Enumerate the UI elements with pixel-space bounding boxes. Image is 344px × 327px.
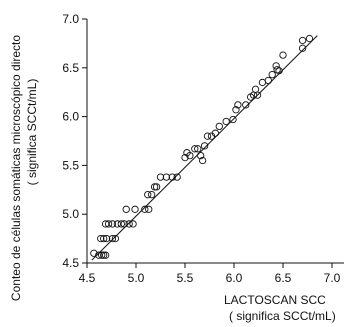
regression-line <box>91 35 318 261</box>
data-point <box>215 122 223 131</box>
data-point <box>111 234 120 243</box>
data-point <box>194 145 202 153</box>
data-point <box>101 220 110 228</box>
y-ticks: 4.5 5.0 5.5 6.0 6.5 7.0 <box>62 12 87 270</box>
data-point <box>98 251 106 259</box>
data-point <box>125 220 133 228</box>
y-tick-label: 6.0 <box>62 110 79 124</box>
y-tick-label: 5.0 <box>62 207 79 221</box>
data-point <box>152 183 161 191</box>
data-point <box>108 234 117 243</box>
data-point <box>251 85 260 93</box>
data-point <box>148 191 156 199</box>
data-point <box>232 106 240 114</box>
x-tick-label: 5.0 <box>128 271 145 285</box>
x-tick-label: 4.5 <box>79 271 96 285</box>
data-point <box>122 205 130 213</box>
y-tick-label: 4.5 <box>62 256 79 270</box>
data-point <box>120 220 128 228</box>
data-point <box>198 156 207 165</box>
data-point <box>95 251 103 259</box>
y-axis-subtitle: ( significa SCCt/mL) <box>25 79 39 186</box>
data-point <box>203 132 212 140</box>
data-point <box>173 173 181 181</box>
data-point <box>104 220 113 228</box>
x-axis-title: LACTOSCAN SCC <box>224 293 326 307</box>
data-point <box>162 173 171 181</box>
data-point <box>229 115 237 124</box>
data-point <box>131 205 139 213</box>
data-point <box>97 234 105 243</box>
y-axis-title: Conteo de células somáticas microscópico… <box>9 35 23 301</box>
x-ticks: 4.5 5.0 5.5 6.0 6.5 7.0 <box>79 263 341 285</box>
data-points <box>90 34 314 259</box>
data-point <box>242 101 250 109</box>
data-point <box>305 34 314 43</box>
data-point <box>181 153 189 162</box>
data-point <box>129 220 137 228</box>
x-tick-label: 5.5 <box>177 271 194 285</box>
data-point <box>141 205 149 213</box>
data-point <box>200 142 209 150</box>
y-tick-label: 5.5 <box>62 158 79 172</box>
data-point <box>222 117 230 126</box>
data-point <box>117 220 125 228</box>
data-point <box>258 78 267 87</box>
y-tick-label: 6.5 <box>62 61 79 75</box>
data-point <box>191 145 199 153</box>
data-point <box>298 36 307 45</box>
data-point <box>156 173 165 181</box>
data-point <box>264 76 272 85</box>
data-point <box>145 205 153 213</box>
data-point <box>298 44 307 52</box>
data-point <box>144 191 152 199</box>
data-point <box>168 173 176 181</box>
data-point <box>100 251 108 259</box>
x-tick-label: 6.0 <box>226 271 243 285</box>
x-tick-label: 6.5 <box>275 271 292 285</box>
data-point <box>211 129 220 137</box>
data-point <box>279 51 287 59</box>
data-point <box>268 70 276 79</box>
x-axis-subtitle: ( significa SCCt/mL) <box>229 309 336 323</box>
data-point <box>108 220 117 228</box>
data-point <box>197 151 205 160</box>
data-point <box>113 220 122 228</box>
data-point <box>100 234 108 243</box>
data-point <box>150 183 159 191</box>
x-tick-label: 7.0 <box>324 271 341 285</box>
data-point <box>90 249 98 257</box>
data-point <box>234 101 242 109</box>
data-point <box>102 234 111 243</box>
data-point <box>272 62 280 70</box>
data-point <box>183 149 191 157</box>
data-point <box>101 251 110 259</box>
axes <box>86 19 344 264</box>
y-tick-label: 7.0 <box>62 12 79 26</box>
